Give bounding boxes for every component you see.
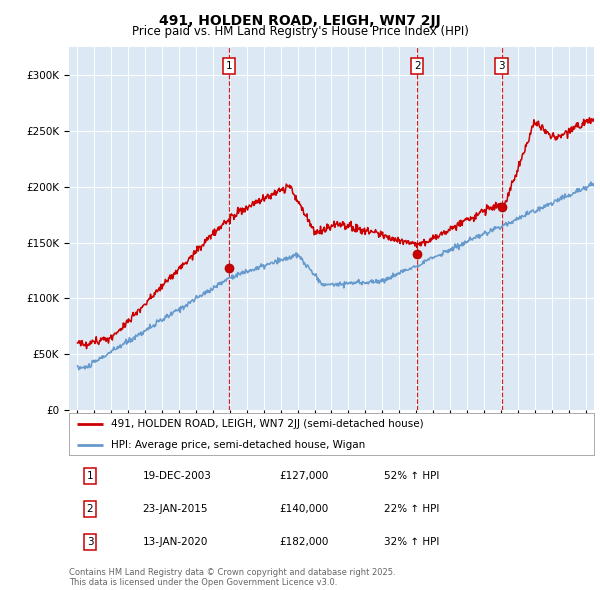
Text: 52% ↑ HPI: 52% ↑ HPI [384,471,439,481]
Text: 22% ↑ HPI: 22% ↑ HPI [384,504,439,514]
Text: 19-DEC-2003: 19-DEC-2003 [143,471,211,481]
Text: Contains HM Land Registry data © Crown copyright and database right 2025.
This d: Contains HM Land Registry data © Crown c… [69,568,395,587]
Text: £182,000: £182,000 [279,537,328,547]
Text: 1: 1 [86,471,94,481]
Text: 2: 2 [414,61,421,71]
Text: £140,000: £140,000 [279,504,328,514]
Text: 13-JAN-2020: 13-JAN-2020 [143,537,208,547]
Text: 3: 3 [86,537,94,547]
Text: HPI: Average price, semi-detached house, Wigan: HPI: Average price, semi-detached house,… [111,440,365,450]
Text: 32% ↑ HPI: 32% ↑ HPI [384,537,439,547]
Text: 2: 2 [86,504,94,514]
Text: £127,000: £127,000 [279,471,328,481]
Text: 3: 3 [498,61,505,71]
Text: 1: 1 [226,61,233,71]
Text: Price paid vs. HM Land Registry's House Price Index (HPI): Price paid vs. HM Land Registry's House … [131,25,469,38]
Text: 491, HOLDEN ROAD, LEIGH, WN7 2JJ: 491, HOLDEN ROAD, LEIGH, WN7 2JJ [159,14,441,28]
Text: 491, HOLDEN ROAD, LEIGH, WN7 2JJ (semi-detached house): 491, HOLDEN ROAD, LEIGH, WN7 2JJ (semi-d… [111,419,424,430]
Text: 23-JAN-2015: 23-JAN-2015 [143,504,208,514]
